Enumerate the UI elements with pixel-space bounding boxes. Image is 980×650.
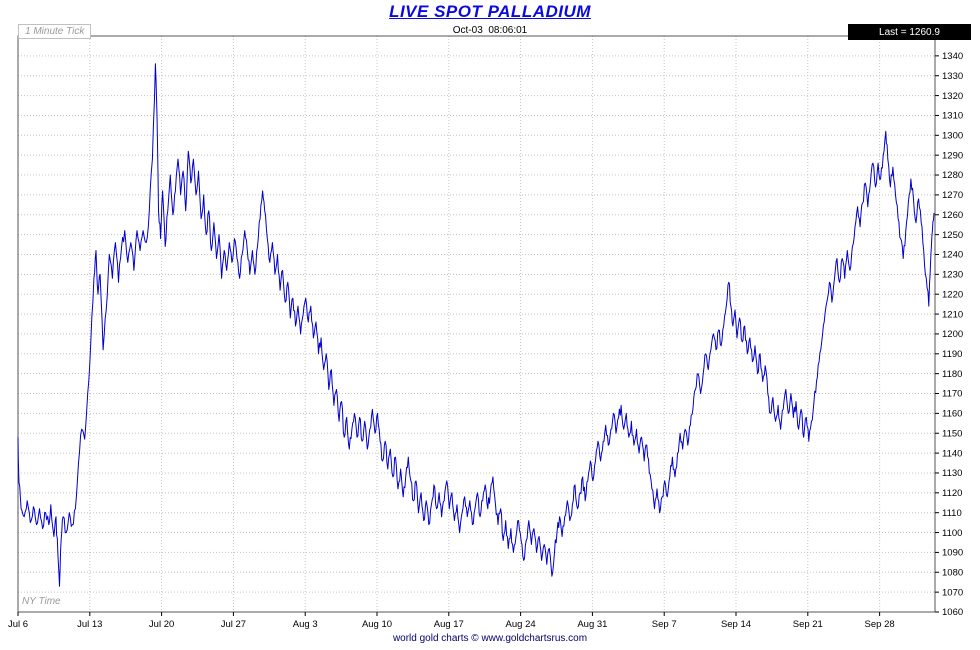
y-axis-label: 1100: [942, 528, 962, 539]
y-axis-label: 1240: [942, 250, 963, 261]
x-axis-label: Jul 27: [221, 619, 246, 630]
x-axis-label: Sep 21: [793, 619, 823, 630]
y-axis-label: 1210: [942, 309, 963, 320]
timezone-label: NY Time: [22, 596, 61, 607]
y-axis-label: 1070: [942, 587, 963, 598]
plot-frame: [17, 35, 936, 613]
y-axis-label: 1290: [942, 150, 963, 161]
y-axis-label: 1130: [942, 468, 962, 479]
y-axis-label: 1160: [942, 409, 962, 420]
page-title: LIVE SPOT PALLADIUM: [389, 2, 591, 21]
x-axis-label: Aug 17: [434, 619, 464, 630]
y-axis-label: 1280: [942, 170, 963, 181]
y-axis-label: 1190: [942, 349, 962, 360]
y-axis-label: 1250: [942, 230, 963, 241]
timestamp-label: Oct-03 08:06:01: [452, 25, 528, 36]
y-axis-label: 1320: [942, 91, 963, 102]
x-axis-label: Jul 6: [8, 619, 28, 630]
y-axis-label: 1090: [942, 548, 963, 559]
y-axis-label: 1170: [942, 389, 962, 400]
y-axis-label: 1330: [942, 71, 963, 82]
y-axis-label: 1230: [942, 270, 963, 281]
tick-interval-label: 1 Minute Tick: [18, 24, 92, 39]
y-axis-label: 1300: [942, 131, 963, 142]
y-axis-label: 1140: [942, 448, 962, 459]
last-price-badge: Last = 1260.9: [848, 24, 971, 40]
x-axis-label: Sep 7: [652, 619, 677, 630]
price-line: [17, 63, 935, 587]
y-axis-label: 1150: [942, 428, 962, 439]
y-axis-label: 1260: [942, 210, 963, 221]
x-axis-label: Aug 31: [577, 619, 607, 630]
x-axis-label: Jul 20: [149, 619, 174, 630]
y-axis-label: 1270: [942, 190, 963, 201]
y-axis-label: 1120: [942, 488, 962, 499]
y-axis-label: 1110: [942, 508, 962, 519]
y-axis-label: 1180: [942, 369, 962, 380]
y-axis-label: 1220: [942, 289, 963, 300]
x-axis-label: Aug 10: [362, 619, 392, 630]
x-axis-label: Aug 3: [293, 619, 318, 630]
y-axis-label: 1310: [942, 111, 963, 122]
y-axis-label: 1060: [942, 607, 963, 618]
y-axis-label: 1080: [942, 567, 963, 578]
x-axis-label: Sep 28: [865, 619, 895, 630]
y-axis-label: 1200: [942, 329, 963, 340]
x-axis-label: Jul 13: [77, 619, 102, 630]
x-axis-label: Sep 14: [721, 619, 751, 630]
footer-credit: world gold charts © www.goldchartsrus.co…: [392, 633, 588, 644]
x-axis-label: Aug 24: [506, 619, 536, 630]
y-axis-label: 1340: [942, 51, 963, 62]
